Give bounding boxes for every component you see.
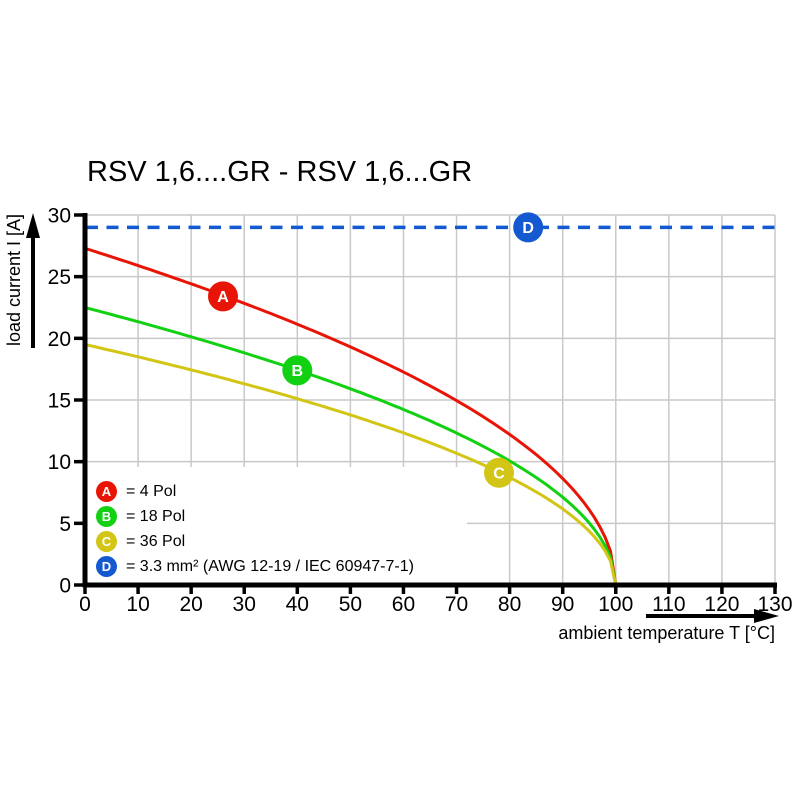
- x-tick-label-120: 120: [704, 593, 739, 616]
- x-tick-label-130: 130: [757, 593, 792, 616]
- x-tick-label-110: 110: [652, 593, 685, 616]
- legend-background: [87, 467, 467, 583]
- legend-dot-a: A: [96, 481, 117, 502]
- axes-layer: [26, 213, 779, 623]
- tick-marks: [74, 213, 777, 594]
- tick-labels: 0 10 20 30 40 50 60 70 80 90 100 110 120 130 0 5 10 15 20 2…: [48, 205, 793, 617]
- x-tick-label-90: 90: [551, 593, 574, 616]
- marker-A: [208, 281, 238, 312]
- x-tick-label-60: 60: [392, 593, 415, 616]
- y-axis-label: load current I [A]: [4, 214, 24, 346]
- marker-B: [282, 355, 313, 386]
- x-tick-label-50: 50: [339, 593, 362, 616]
- y-tick-label-15: 15: [48, 390, 71, 413]
- x-tick-label-20: 20: [179, 593, 202, 616]
- curve-A: [83, 246, 618, 587]
- x-axis-arrow: [646, 609, 779, 623]
- legend: A = 4 Pol B = 18 Pol C = 36 Pol D = 3.3 …: [96, 479, 414, 579]
- x-tick-label-30: 30: [233, 593, 256, 616]
- marker-letter-D: D: [522, 220, 534, 237]
- page-title: RSV 1,6....GR - RSV 1,6...GR: [87, 156, 473, 188]
- curve-B: [83, 306, 618, 587]
- marker-letter-A: A: [217, 289, 229, 306]
- y-tick-label-25: 25: [48, 266, 71, 289]
- x-tick-label-10: 10: [126, 593, 149, 616]
- x-tick-label-80: 80: [498, 593, 521, 616]
- y-tick-label-30: 30: [48, 205, 71, 228]
- x-tick-label-100: 100: [598, 593, 633, 616]
- legend-label-c: = 36 Pol: [126, 532, 186, 550]
- legend-label-a: = 4 Pol: [126, 482, 177, 500]
- x-tick-label-70: 70: [445, 593, 468, 616]
- y-tick-label-0: 0: [59, 575, 71, 598]
- legend-dot-c: C: [96, 531, 117, 552]
- marker-C: [484, 457, 514, 488]
- y-tick-label-5: 5: [59, 513, 71, 536]
- curve-layer: [83, 225, 775, 587]
- marker-D: [513, 212, 544, 243]
- legend-label-d: = 3.3 mm² (AWG 12-19 / IEC 60947-7-1): [126, 557, 414, 575]
- legend-item-a: A = 4 Pol: [96, 479, 414, 504]
- legend-item-d: D = 3.3 mm² (AWG 12-19 / IEC 60947-7-1): [96, 554, 414, 579]
- x-tick-label-0: 0: [79, 593, 91, 616]
- y-tick-label-10: 10: [48, 451, 71, 474]
- legend-dot-d: D: [96, 556, 117, 577]
- legend-item-b: B = 18 Pol: [96, 504, 414, 529]
- legend-label-b: = 18 Pol: [126, 507, 186, 525]
- y-tick-label-20: 20: [48, 328, 71, 351]
- marker-layer: A B C D: [208, 212, 544, 488]
- legend-item-c: C = 36 Pol: [96, 529, 414, 554]
- x-tick-label-40: 40: [286, 593, 309, 616]
- curve-C: [83, 343, 618, 587]
- marker-letter-C: C: [493, 465, 505, 482]
- marker-letter-B: B: [292, 363, 304, 380]
- y-axis-arrow: [26, 213, 40, 348]
- legend-dot-b: B: [96, 506, 117, 527]
- x-axis-label: ambient temperature T [°C]: [558, 623, 775, 643]
